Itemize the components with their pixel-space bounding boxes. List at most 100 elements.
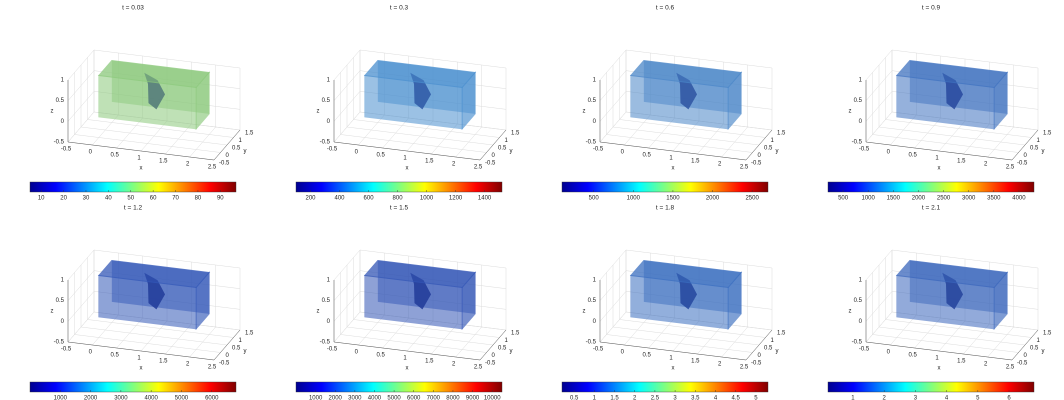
colorbar-tick-label: 60 — [150, 196, 157, 202]
panel-title: t = 0.3 — [390, 5, 409, 12]
colorbar — [296, 182, 502, 192]
y-tick-label: 0 — [492, 153, 496, 159]
y-axis-label: y — [510, 349, 513, 355]
x-tick-label: 1 — [669, 356, 673, 362]
z-tick-label: -0.5 — [586, 340, 597, 346]
y-tick-label: 1 — [239, 138, 243, 144]
y-tick-label: 1 — [1037, 138, 1041, 144]
z-tick-label: 1 — [859, 278, 863, 284]
x-tick-label: 1.5 — [159, 159, 168, 165]
x-tick-label: -0.5 — [61, 347, 72, 353]
colorbar-tick-label: 8000 — [446, 396, 460, 400]
y-tick-label: 1 — [771, 138, 775, 144]
z-tick-label: 0 — [593, 119, 597, 125]
z-axis-label: z — [583, 309, 586, 315]
colorbar-tick-label: 1000 — [862, 196, 876, 202]
colorbar-tick-label: 2000 — [912, 196, 926, 202]
y-tick-label: 1 — [239, 338, 243, 344]
y-tick-label: -0.5 — [219, 361, 230, 367]
y-tick-label: 0.5 — [764, 346, 773, 352]
x-tick-label: 1.5 — [691, 159, 700, 165]
y-tick-label: 1 — [505, 138, 509, 144]
colorbar-tick-label: 3.5 — [691, 396, 700, 400]
y-tick-label: 1.5 — [1043, 331, 1052, 337]
x-tick-label: -0.5 — [593, 147, 604, 153]
y-axis-label: y — [776, 349, 779, 355]
x-tick-label: 2.5 — [1006, 365, 1015, 371]
y-axis-label: y — [1042, 349, 1045, 355]
z-tick-label: 0.5 — [588, 98, 597, 104]
x-tick-label: -0.5 — [859, 147, 870, 153]
colorbar-tick-label: 3500 — [987, 196, 1001, 202]
z-axis-label: z — [849, 309, 852, 315]
colorbar-tick-label: 2.5 — [651, 396, 660, 400]
colorbar-tick-label: 2 — [633, 396, 637, 400]
z-tick-label: 0 — [61, 119, 65, 125]
colorbar-tick-label: 9000 — [466, 396, 480, 400]
panel-title: t = 0.03 — [122, 5, 144, 12]
x-tick-label: -0.5 — [859, 347, 870, 353]
x-axis-label: x — [406, 166, 409, 172]
colorbar-tick-label: 1 — [593, 396, 597, 400]
x-tick-label: 1.5 — [425, 359, 434, 365]
x-tick-label: 0.5 — [376, 353, 385, 359]
panel-title: t = 1.8 — [656, 205, 675, 212]
z-axis-label: z — [51, 109, 54, 115]
colorbar-tick-label: 10000 — [484, 396, 501, 400]
colorbar-tick-label: 1500 — [666, 196, 680, 202]
colorbar-tick-label: 2 — [883, 396, 887, 400]
x-axis-label: x — [672, 166, 675, 172]
y-tick-label: 1.5 — [777, 131, 786, 137]
colorbar-tick-label: 40 — [105, 196, 112, 202]
z-tick-label: 1 — [327, 78, 331, 84]
panel: t = 0.03-0.500.511.522.5-0.500.511.5-0.5… — [30, 5, 254, 202]
z-tick-label: -0.5 — [54, 340, 65, 346]
x-tick-label: 2.5 — [208, 165, 217, 171]
colorbar-tick-label: 20 — [60, 196, 67, 202]
y-tick-label: 0.5 — [498, 346, 507, 352]
colorbar-tick-label: 400 — [335, 196, 346, 202]
z-tick-label: 0.5 — [854, 298, 863, 304]
x-tick-label: 0 — [89, 150, 93, 156]
colorbar-tick-label: 5000 — [387, 396, 401, 400]
z-tick-label: 0 — [859, 119, 863, 125]
panel-title: t = 2.1 — [922, 205, 941, 212]
x-tick-label: 1 — [403, 156, 407, 162]
x-tick-label: 0 — [621, 350, 625, 356]
y-tick-label: 0 — [1024, 153, 1028, 159]
x-tick-label: 2.5 — [740, 365, 749, 371]
x-tick-label: -0.5 — [593, 347, 604, 353]
x-tick-label: -0.5 — [327, 347, 338, 353]
z-tick-label: 0 — [327, 319, 331, 325]
z-tick-label: 0.5 — [56, 98, 65, 104]
x-tick-label: 1.5 — [691, 359, 700, 365]
x-tick-label: 1 — [935, 156, 939, 162]
colorbar-tick-label: 4000 — [1012, 196, 1026, 202]
z-tick-label: -0.5 — [320, 140, 331, 146]
x-tick-label: 2.5 — [474, 165, 483, 171]
x-axis-label: x — [140, 166, 143, 172]
y-tick-label: 1.5 — [245, 131, 254, 137]
z-tick-label: -0.5 — [320, 340, 331, 346]
x-tick-label: 0 — [355, 150, 359, 156]
colorbar-tick-label: 7000 — [427, 396, 441, 400]
y-axis-label: y — [244, 149, 247, 155]
y-tick-label: 1.5 — [511, 131, 520, 137]
y-axis-label: y — [776, 149, 779, 155]
page: {"chart_data": [ {"type": "mesh3d", "tit… — [0, 0, 1064, 400]
x-tick-label: 2 — [452, 362, 456, 368]
z-tick-label: 0 — [859, 319, 863, 325]
y-tick-label: 0 — [226, 153, 230, 159]
x-axis-label: x — [938, 366, 941, 372]
z-tick-label: -0.5 — [852, 340, 863, 346]
x-tick-label: 1 — [403, 356, 407, 362]
z-tick-label: 0.5 — [56, 298, 65, 304]
x-tick-label: 0.5 — [110, 153, 119, 159]
z-tick-label: 0 — [593, 319, 597, 325]
y-tick-label: 1 — [1037, 338, 1041, 344]
colorbar-tick-label: 500 — [589, 196, 600, 202]
x-tick-label: 0.5 — [642, 153, 651, 159]
y-tick-label: 0 — [1024, 353, 1028, 359]
colorbar — [30, 382, 236, 392]
